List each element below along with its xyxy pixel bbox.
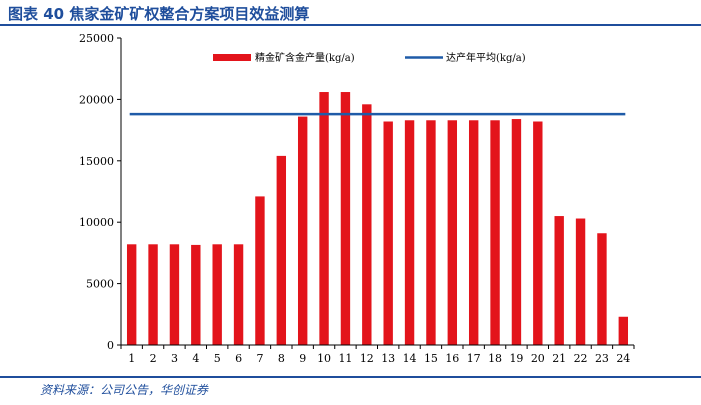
- x-tick-label-7: 7: [256, 352, 263, 365]
- x-tick-label-16: 16: [445, 352, 459, 365]
- source-divider: [0, 376, 701, 378]
- x-tick-label-11: 11: [338, 352, 352, 365]
- bar-12: [362, 104, 372, 345]
- bar-19: [511, 119, 522, 345]
- bar-8: [276, 155, 287, 345]
- x-tick-label-9: 9: [299, 352, 306, 365]
- bar-group: [126, 92, 629, 345]
- x-tick-label-10: 10: [317, 352, 331, 365]
- x-tick-label-19: 19: [509, 352, 523, 365]
- bar-14: [404, 120, 415, 345]
- bar-22: [575, 218, 586, 345]
- bar-9: [297, 116, 308, 345]
- bar-4: [191, 244, 201, 345]
- legend: 精金矿含金产量(kg/a) 达产年平均(kg/a): [213, 51, 526, 64]
- bar-7: [255, 196, 265, 345]
- bar-11: [340, 92, 351, 345]
- source-note: 资料来源：公司公告，华创证券: [40, 383, 209, 397]
- bar-10: [319, 92, 329, 345]
- y-tick-label-25000: 25000: [79, 32, 114, 45]
- y-tick-label-5000: 5000: [86, 278, 114, 291]
- x-tick-label-4: 4: [192, 352, 199, 365]
- bar-23: [597, 233, 607, 345]
- title-divider: [0, 24, 701, 26]
- bar-15: [426, 120, 436, 345]
- bar-1: [126, 244, 137, 345]
- bar-17: [468, 120, 479, 345]
- x-tick-label-20: 20: [531, 352, 545, 365]
- x-tick-label-22: 22: [574, 352, 588, 365]
- x-tick-label-23: 23: [595, 352, 609, 365]
- bar-24: [618, 316, 629, 345]
- x-tick-label-21: 21: [552, 352, 566, 365]
- y-tick-label-10000: 10000: [79, 216, 114, 229]
- x-tick-label-6: 6: [235, 352, 242, 365]
- y-tick-label-20000: 20000: [79, 93, 114, 106]
- bar-20: [533, 121, 543, 345]
- x-tick-label-12: 12: [360, 352, 374, 365]
- legend-line-label: 达产年平均(kg/a): [446, 51, 526, 64]
- x-tick-label-14: 14: [403, 352, 417, 365]
- bar-16: [447, 120, 458, 345]
- x-tick-label-15: 15: [424, 352, 438, 365]
- x-tick-label-18: 18: [488, 352, 502, 365]
- x-tick-label-3: 3: [171, 352, 178, 365]
- x-tick-label-17: 17: [467, 352, 481, 365]
- x-tick-label-1: 1: [128, 352, 135, 365]
- bar-13: [383, 121, 393, 345]
- bar-2: [148, 244, 158, 345]
- x-tick-label-24: 24: [616, 352, 630, 365]
- bar-18: [490, 120, 500, 345]
- legend-bar-label: 精金矿含金产量(kg/a): [255, 51, 355, 64]
- bar-6: [233, 244, 244, 345]
- bar-21: [554, 216, 564, 345]
- legend-bar-swatch: [213, 54, 251, 61]
- figure-title: 图表 40 焦家金矿矿权整合方案项目效益测算: [8, 5, 310, 23]
- x-tick-label-5: 5: [214, 352, 221, 365]
- x-tick-label-2: 2: [150, 352, 157, 365]
- bar-5: [212, 244, 222, 345]
- bar-3: [169, 244, 180, 345]
- y-tick-label-0: 0: [107, 339, 114, 352]
- x-tick-label-13: 13: [381, 352, 395, 365]
- x-tick-label-8: 8: [278, 352, 285, 365]
- y-tick-label-15000: 15000: [79, 155, 114, 168]
